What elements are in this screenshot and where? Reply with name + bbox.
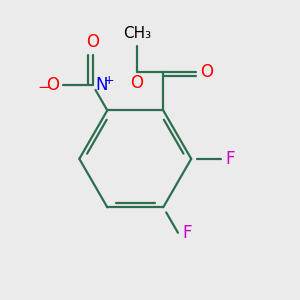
Text: N: N bbox=[95, 76, 108, 94]
Text: O: O bbox=[200, 63, 213, 81]
Text: −: − bbox=[38, 80, 50, 95]
Text: O: O bbox=[86, 33, 99, 51]
Text: O: O bbox=[46, 76, 59, 94]
Text: F: F bbox=[182, 224, 192, 242]
Text: O: O bbox=[130, 74, 143, 92]
Text: F: F bbox=[225, 150, 235, 168]
Text: +: + bbox=[104, 74, 114, 87]
Text: CH₃: CH₃ bbox=[123, 26, 151, 41]
